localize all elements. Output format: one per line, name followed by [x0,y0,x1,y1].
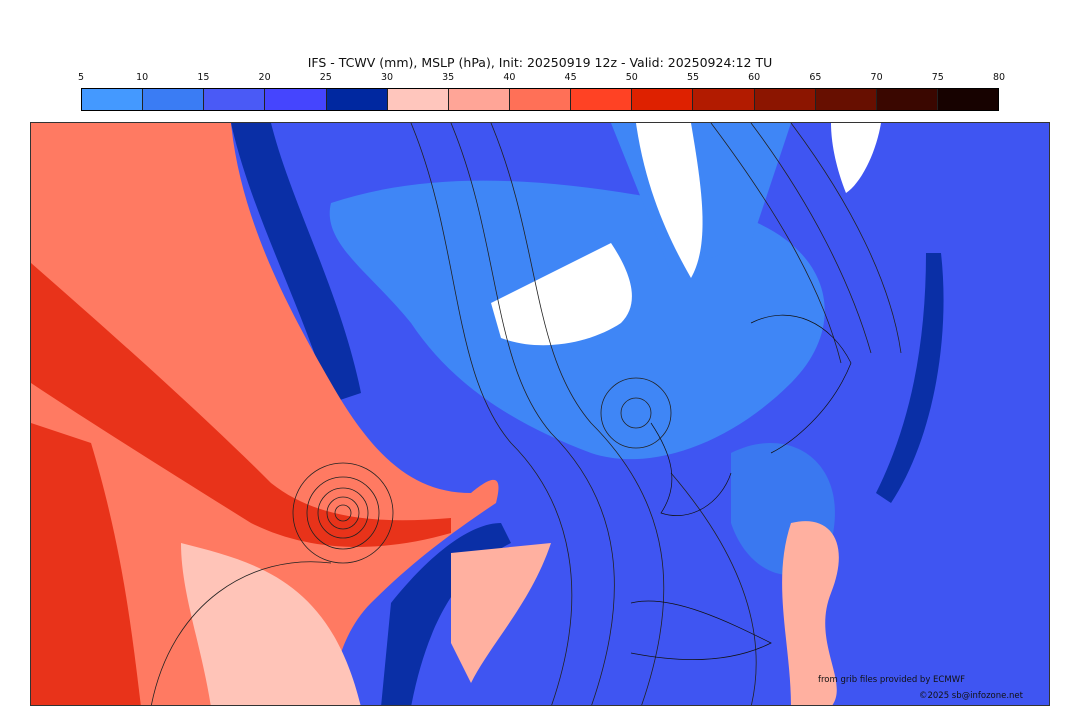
colorbar-segment [876,89,938,110]
ice-area [636,123,703,278]
colorbar-tick-label: 10 [136,72,149,83]
colorbar-tick-label: 35 [442,72,455,83]
colorbar-tick-label: 25 [319,72,332,83]
moderate-moisture-area [451,543,551,683]
colorbar-segment [937,89,999,110]
colorbar-segment [571,89,633,110]
colorbar-segment [387,89,449,110]
colorbar [81,88,999,111]
colorbar-segment [204,89,266,110]
copyright-credit: ©2025 sb@infozone.net [918,691,1023,701]
colorbar-segment [326,89,388,110]
colorbar-segment [509,89,572,110]
colorbar-segment [448,89,510,110]
moist-band [381,523,511,705]
colorbar-tick-label: 30 [380,72,394,83]
colorbar-segment [754,89,816,110]
colorbar-tick-label: 15 [197,72,210,83]
colorbar-segment [265,89,327,110]
greenland-ice [491,243,632,346]
chart-title: IFS - TCWV (mm), MSLP (hPa), Init: 20250… [307,55,773,70]
data-source-credit: from grib files provided by ECMWF [818,675,965,685]
weather-map: from grib files provided by ECMWF ©2025 … [30,122,1050,706]
colorbar-tick-label: 60 [748,72,761,83]
high-moisture-core [31,263,451,547]
moist-band [231,123,361,403]
colorbar-tick-label: 75 [931,72,944,83]
moderate-moisture-area [181,543,361,705]
colorbar-tick-label: 5 [77,72,85,83]
isobars [151,123,902,705]
moderate-moisture-area [782,521,839,705]
colorbar-segment [82,89,144,110]
colorbar-segment [632,89,694,110]
colorbar-tick-label: 45 [564,72,577,83]
colorbar-ticks: 5 10 15 20 25 30 35 40 45 50 55 60 65 70 75 80 [77,72,1005,84]
moist-band [876,253,944,503]
colorbar-tick-label: 40 [503,72,516,83]
high-moisture-core [31,423,141,705]
map-field [31,123,1049,705]
high-moisture-area [31,123,499,705]
colorbar-segment [143,89,205,110]
colorbar-tick-label: 80 [992,72,1006,83]
colorbar-segment [693,89,755,110]
colorbar-tick-label: 20 [258,72,271,83]
ice-area [831,123,881,193]
colorbar-segment [815,89,877,110]
coastlines [630,314,852,660]
colorbar-tick-label: 50 [625,72,638,83]
colorbar-tick-label: 55 [686,72,700,83]
colorbar-tick-label: 70 [870,72,883,83]
colorbar-tick-label: 65 [809,72,822,83]
